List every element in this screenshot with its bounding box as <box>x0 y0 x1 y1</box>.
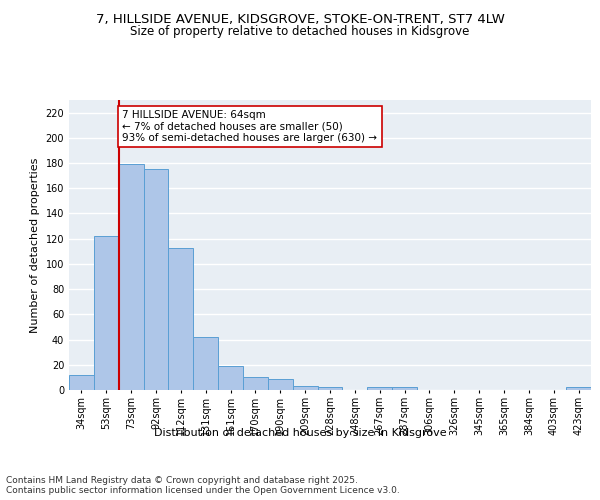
Bar <box>143 170 169 390</box>
Text: Distribution of detached houses by size in Kidsgrove: Distribution of detached houses by size … <box>154 428 446 438</box>
Bar <box>243 378 268 390</box>
Text: 7 HILLSIDE AVENUE: 64sqm
← 7% of detached houses are smaller (50)
93% of semi-de: 7 HILLSIDE AVENUE: 64sqm ← 7% of detache… <box>122 110 377 144</box>
Text: Contains HM Land Registry data © Crown copyright and database right 2025.
Contai: Contains HM Land Registry data © Crown c… <box>6 476 400 495</box>
Bar <box>392 388 417 390</box>
Bar <box>119 164 143 390</box>
Bar <box>566 388 591 390</box>
Bar <box>169 248 193 390</box>
Bar <box>69 375 94 390</box>
Y-axis label: Number of detached properties: Number of detached properties <box>30 158 40 332</box>
Bar <box>94 236 119 390</box>
Bar <box>193 337 218 390</box>
Bar <box>268 378 293 390</box>
Text: Size of property relative to detached houses in Kidsgrove: Size of property relative to detached ho… <box>130 25 470 38</box>
Text: 7, HILLSIDE AVENUE, KIDSGROVE, STOKE-ON-TRENT, ST7 4LW: 7, HILLSIDE AVENUE, KIDSGROVE, STOKE-ON-… <box>95 12 505 26</box>
Bar <box>218 366 243 390</box>
Bar <box>317 388 343 390</box>
Bar <box>293 386 317 390</box>
Bar <box>367 388 392 390</box>
